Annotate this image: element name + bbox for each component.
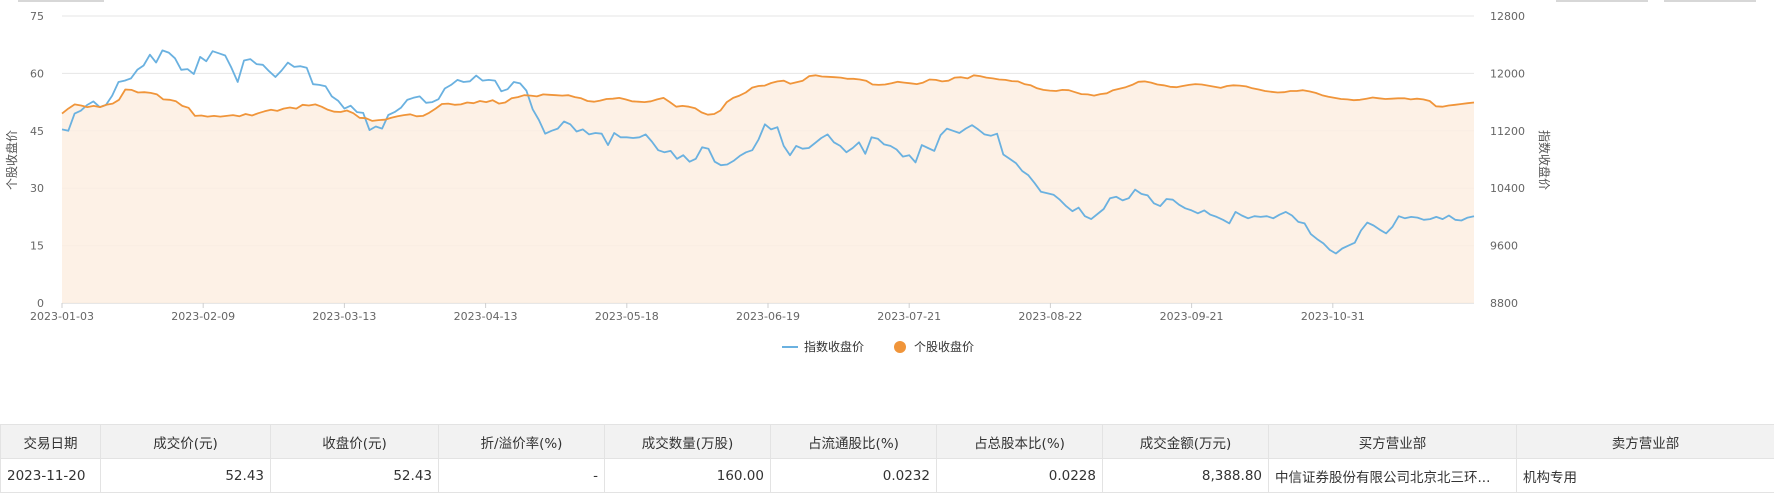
x-tick-label: 2023-01-03 xyxy=(30,310,94,323)
header-float-ratio[interactable]: 占流通股比(%) xyxy=(771,425,937,459)
chart-canvas: 0 15 30 45 60 75 8800 9600 10400 11200 12000 12800 2… xyxy=(0,0,1774,415)
left-tick-label: 15 xyxy=(30,240,44,253)
x-tick-label: 2023-10-31 xyxy=(1301,310,1365,323)
header-premium-rate[interactable]: 折/溢价率(%) xyxy=(439,425,605,459)
x-tick-label: 2023-05-18 xyxy=(595,310,659,323)
right-tick-label: 10400 xyxy=(1490,182,1525,195)
price-chart: 0 15 30 45 60 75 8800 9600 10400 11200 12000 12800 2… xyxy=(0,0,1774,415)
cell-close-price: 52.43 xyxy=(271,459,439,493)
cell-deal-price: 52.43 xyxy=(101,459,271,493)
right-tick-label: 12800 xyxy=(1490,10,1525,23)
header-amount[interactable]: 成交金额(万元) xyxy=(1103,425,1269,459)
cell-total-ratio: 0.0228 xyxy=(937,459,1103,493)
right-axis-title: 指数收盘价 xyxy=(1537,130,1552,190)
header-trade-date[interactable]: 交易日期 xyxy=(1,425,101,459)
legend-dot-marker xyxy=(894,341,906,353)
legend-item-stock[interactable]: 个股收盘价 xyxy=(894,339,974,354)
cell-trade-date: 2023-11-20 xyxy=(1,459,101,493)
header-total-ratio[interactable]: 占总股本比(%) xyxy=(937,425,1103,459)
cell-seller[interactable]: 机构专用 xyxy=(1517,459,1774,493)
block-trade-table: 交易日期 成交价(元) 收盘价(元) 折/溢价率(%) 成交数量(万股) 占流通… xyxy=(0,424,1774,493)
left-tick-label: 45 xyxy=(30,125,44,138)
left-tick-label: 0 xyxy=(37,297,44,310)
legend-label: 个股收盘价 xyxy=(914,339,974,354)
left-tick-label: 75 xyxy=(30,10,44,23)
legend-item-index[interactable]: 指数收盘价 xyxy=(782,339,864,354)
x-tick-label: 2023-08-22 xyxy=(1018,310,1082,323)
cell-amount: 8,388.80 xyxy=(1103,459,1269,493)
legend[interactable]: 指数收盘价 个股收盘价 xyxy=(782,339,974,354)
header-buyer[interactable]: 买方营业部 xyxy=(1269,425,1517,459)
x-tick-label: 2023-06-19 xyxy=(736,310,800,323)
cell-volume: 160.00 xyxy=(605,459,771,493)
x-tick-label: 2023-04-13 xyxy=(454,310,518,323)
left-axis-title: 个股收盘价 xyxy=(4,130,19,190)
left-tick-label: 30 xyxy=(30,182,44,195)
table-row: 2023-11-20 52.43 52.43 - 160.00 0.0232 0… xyxy=(1,459,1774,493)
header-volume[interactable]: 成交数量(万股) xyxy=(605,425,771,459)
cell-float-ratio: 0.0232 xyxy=(771,459,937,493)
right-tick-label: 12000 xyxy=(1490,67,1525,80)
x-tick-label: 2023-07-21 xyxy=(877,310,941,323)
header-seller[interactable]: 卖方营业部 xyxy=(1517,425,1774,459)
right-tick-label: 11200 xyxy=(1490,125,1525,138)
left-tick-label: 60 xyxy=(30,67,44,80)
x-tick-label: 2023-03-13 xyxy=(312,310,376,323)
cell-buyer[interactable]: 中信证券股份有限公司北京北三环... xyxy=(1269,459,1517,493)
x-tick-label: 2023-09-21 xyxy=(1160,310,1224,323)
right-tick-label: 9600 xyxy=(1490,240,1518,253)
x-tick-label: 2023-02-09 xyxy=(171,310,235,323)
cell-premium-rate: - xyxy=(439,459,605,493)
right-tick-label: 8800 xyxy=(1490,297,1518,310)
header-deal-price[interactable]: 成交价(元) xyxy=(101,425,271,459)
header-close-price[interactable]: 收盘价(元) xyxy=(271,425,439,459)
legend-label: 指数收盘价 xyxy=(804,339,864,354)
table-header-row: 交易日期 成交价(元) 收盘价(元) 折/溢价率(%) 成交数量(万股) 占流通… xyxy=(1,425,1774,459)
